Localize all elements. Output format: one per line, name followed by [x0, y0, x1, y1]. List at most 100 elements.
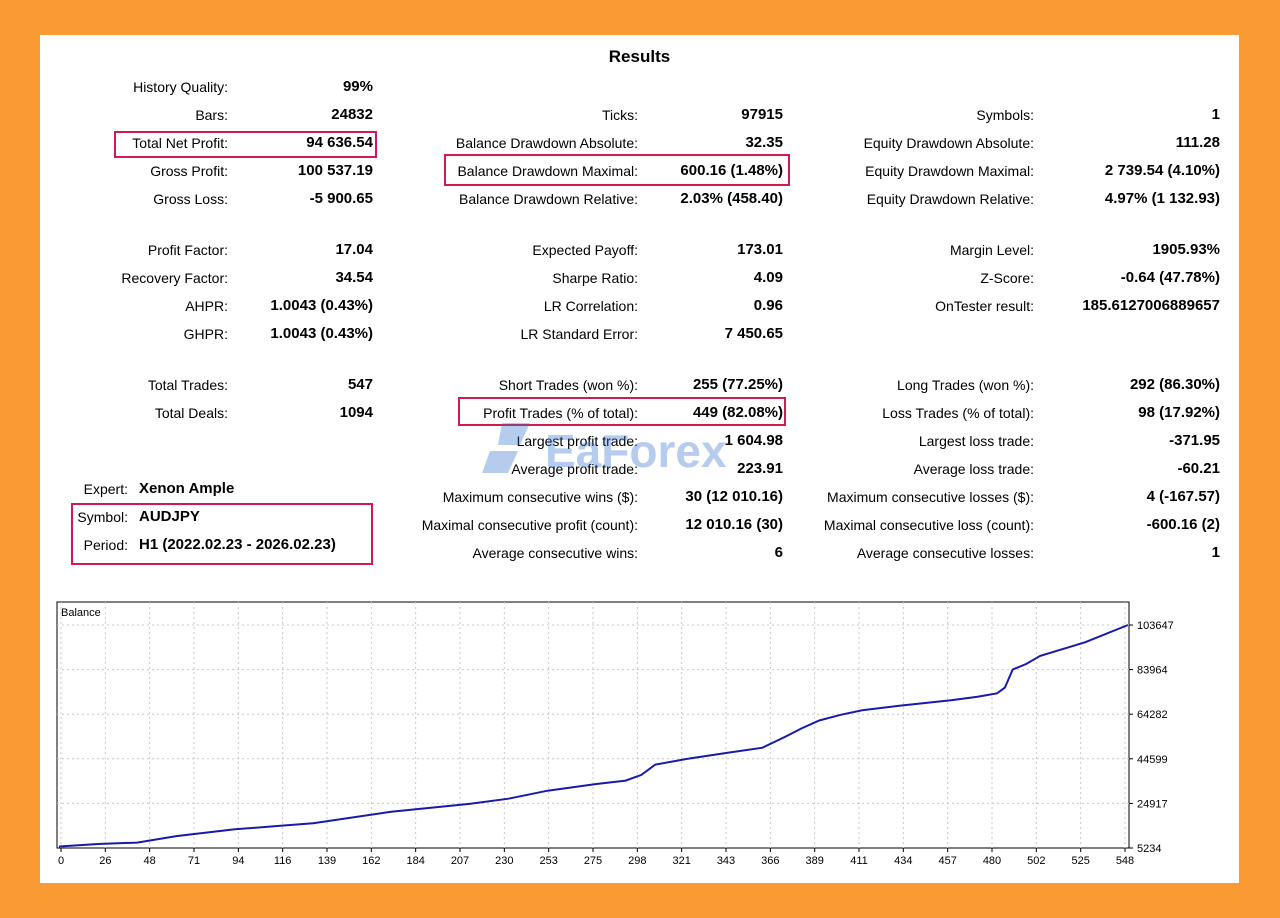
- period-value: H1 (2022.02.23 - 2026.02.23): [139, 536, 336, 553]
- total-net-profit-label: Total Net Profit:: [132, 135, 228, 151]
- ticks-label: Ticks:: [601, 107, 638, 123]
- x-tick-label: 94: [232, 855, 244, 867]
- total-net-profit-value: 94 636.54: [306, 134, 373, 151]
- gross-loss-label: Gross Loss:: [153, 191, 228, 207]
- total-trades-value: 547: [347, 376, 373, 393]
- ahpr-label: AHPR:: [185, 298, 228, 314]
- equity-drawdown-relative-value: 4.97% (1 132.93): [1104, 190, 1220, 207]
- x-tick-label: 71: [188, 855, 200, 867]
- z-score-label: Z-Score:: [980, 270, 1034, 286]
- total-deals-value: 1094: [339, 404, 373, 421]
- loss-trades-label: Loss Trades (% of total):: [882, 405, 1034, 421]
- sharpe-ratio-label: Sharpe Ratio:: [552, 270, 638, 286]
- ghpr-value: 1.0043 (0.43%): [270, 325, 373, 342]
- maximal-consecutive-profit-label: Maximal consecutive profit (count):: [421, 517, 638, 533]
- highlight-balance-drawdown-maximal: [444, 154, 790, 186]
- equity-drawdown-absolute-value: 111.28: [1175, 134, 1220, 151]
- x-tick-label: 321: [672, 855, 690, 867]
- maximal-consecutive-loss-value: -600.16 (2): [1146, 516, 1220, 533]
- maximal-consecutive-loss-label: Maximal consecutive loss (count):: [823, 517, 1034, 533]
- x-tick-label: 525: [1071, 855, 1089, 867]
- symbol-value: AUDJPY: [139, 508, 200, 525]
- x-tick-label: 48: [144, 855, 156, 867]
- x-tick-label: 343: [717, 855, 735, 867]
- x-tick-label: 139: [318, 855, 336, 867]
- balance-drawdown-maximal-label: Balance Drawdown Maximal:: [457, 163, 638, 179]
- symbol-label: Symbol:: [77, 509, 128, 525]
- x-tick-label: 184: [406, 855, 424, 867]
- highlight-profit-trades: [458, 397, 786, 426]
- balance-chart: 0 26 48 71 94 116 139 162 184 207 230 253 275 298 321 3…: [56, 601, 1174, 867]
- max-consecutive-losses-label: Maximum consecutive losses ($):: [827, 489, 1034, 505]
- ontester-result-value: 185.6127006889657: [1082, 297, 1220, 314]
- x-tick-label: 389: [805, 855, 823, 867]
- x-tick-label: 0: [58, 855, 64, 867]
- average-consecutive-losses-value: 1: [1211, 544, 1220, 561]
- x-tick-label: 502: [1027, 855, 1045, 867]
- bars-label: Bars:: [195, 107, 228, 123]
- average-profit-trade-label: Average profit trade:: [511, 461, 638, 477]
- x-tick-label: 116: [274, 855, 292, 867]
- loss-trades-value: 98 (17.92%): [1138, 404, 1220, 421]
- margin-level-label: Margin Level:: [949, 242, 1034, 258]
- recovery-factor-label: Recovery Factor:: [121, 270, 228, 286]
- equity-drawdown-relative-label: Equity Drawdown Relative:: [866, 191, 1034, 207]
- ticks-value: 97915: [741, 106, 783, 123]
- period-label: Period:: [83, 537, 128, 553]
- y-tick-label: 103647: [1137, 620, 1174, 632]
- expected-payoff-label: Expected Payoff:: [532, 242, 638, 258]
- highlight-total-net-profit: [114, 131, 377, 158]
- gross-profit-value: 100 537.19: [297, 162, 373, 179]
- symbols-value: 1: [1211, 106, 1220, 123]
- balance-drawdown-maximal-value: 600.16 (1.48%): [680, 162, 783, 179]
- gross-loss-value: -5 900.65: [309, 190, 373, 207]
- lr-correlation-value: 0.96: [753, 297, 783, 314]
- average-consecutive-wins-label: Average consecutive wins:: [472, 545, 639, 561]
- profit-trades-label: Profit Trades (% of total):: [483, 405, 638, 421]
- results-title: Results: [608, 47, 671, 66]
- ahpr-value: 1.0043 (0.43%): [270, 297, 373, 314]
- largest-profit-trade-label: Largest profit trade:: [516, 433, 638, 449]
- gross-profit-label: Gross Profit:: [150, 163, 228, 179]
- lr-correlation-label: LR Correlation:: [543, 298, 638, 314]
- y-tick-label: 64282: [1137, 709, 1168, 721]
- short-trades-label: Short Trades (won %):: [498, 377, 638, 393]
- total-deals-label: Total Deals:: [154, 405, 228, 421]
- history-quality-label: History Quality:: [133, 79, 228, 95]
- total-trades-label: Total Trades:: [147, 377, 228, 393]
- largest-loss-trade-label: Largest loss trade:: [918, 433, 1034, 449]
- chart-title: Balance: [61, 607, 101, 619]
- expert-value: Xenon Ample: [139, 480, 235, 497]
- history-quality-value: 99%: [342, 78, 373, 95]
- y-tick-label: 44599: [1137, 754, 1168, 766]
- long-trades-value: 292 (86.30%): [1129, 376, 1220, 393]
- highlight-symbol-period: [71, 503, 373, 565]
- expert-label: Expert:: [83, 481, 128, 497]
- x-tick-label: 434: [894, 855, 912, 867]
- eaforex-logo-icon: [482, 423, 530, 473]
- long-trades-label: Long Trades (won %):: [897, 377, 1034, 393]
- equity-drawdown-maximal-value: 2 739.54 (4.10%): [1104, 162, 1220, 179]
- max-consecutive-losses-value: 4 (-167.57): [1146, 488, 1220, 505]
- x-tick-label: 480: [983, 855, 1001, 867]
- average-profit-trade-value: 223.91: [737, 460, 783, 477]
- expected-payoff-value: 173.01: [737, 241, 783, 258]
- x-tick-label: 275: [584, 855, 602, 867]
- recovery-factor-value: 34.54: [335, 269, 373, 286]
- y-tick-label: 5234: [1137, 843, 1161, 855]
- average-consecutive-wins-value: 6: [774, 544, 783, 561]
- x-tick-label: 26: [99, 855, 111, 867]
- balance-series-line: [58, 624, 1129, 848]
- x-tick-label: 411: [850, 855, 868, 867]
- largest-profit-trade-value: 1 604.98: [724, 432, 783, 449]
- x-tick-label: 230: [495, 855, 513, 867]
- results-panel: Results History Quality: 99% Bars: 24832…: [40, 35, 1239, 883]
- average-loss-trade-label: Average loss trade:: [913, 461, 1034, 477]
- short-trades-value: 255 (77.25%): [692, 376, 783, 393]
- y-tick-label: 83964: [1137, 665, 1168, 677]
- lr-standard-error-value: 7 450.65: [724, 325, 783, 342]
- ghpr-label: GHPR:: [183, 326, 228, 342]
- ontester-result-label: OnTester result:: [935, 298, 1034, 314]
- lr-standard-error-label: LR Standard Error:: [520, 326, 639, 342]
- profit-factor-value: 17.04: [335, 241, 373, 258]
